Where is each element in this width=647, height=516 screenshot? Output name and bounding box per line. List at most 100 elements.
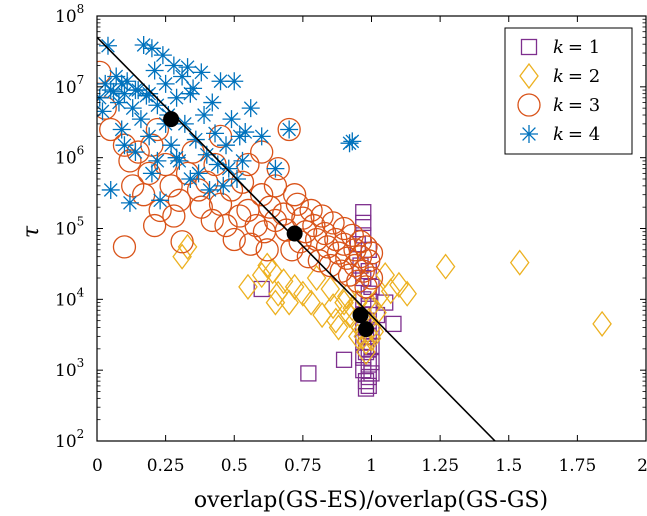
series-4-point: [112, 120, 131, 139]
y-axis-label: τ: [19, 225, 44, 238]
series-2-point: [367, 299, 387, 326]
series-2-point: [257, 252, 278, 279]
y-tick-label: 104: [55, 285, 85, 310]
series-3-point: [239, 232, 263, 256]
series-3-point: [272, 202, 296, 226]
legend: k = 1 k = 2 k = 3 k = 4: [504, 27, 633, 155]
series-3-point: [145, 117, 170, 142]
y-tick-label: 103: [55, 356, 84, 381]
series-4-point: [131, 110, 150, 129]
series-2-point: [172, 243, 192, 270]
series-4-point: [164, 56, 183, 75]
series-4-point: [208, 155, 227, 174]
series-3-point: [244, 213, 268, 238]
series-4-point: [140, 84, 159, 103]
series-4-point: [142, 39, 161, 58]
series-4-point: [126, 81, 145, 100]
series-2-point: [509, 249, 530, 276]
series-4-point: [225, 72, 244, 91]
series-4-point: [140, 127, 159, 146]
series-4-point: [219, 159, 238, 178]
series-4-point: [162, 136, 181, 155]
series-4-point: [148, 151, 167, 170]
series-4-point: [236, 123, 255, 142]
series-4-point: [148, 96, 167, 115]
series-2-point: [592, 310, 612, 337]
series-4-point: [118, 72, 137, 91]
highlight-point: [163, 111, 180, 128]
series-2-point: [397, 280, 417, 307]
series-2-point: [301, 289, 321, 316]
series-3-point: [318, 253, 342, 278]
series-4-point: [222, 110, 241, 129]
series-2-point: [323, 293, 343, 320]
legend-label: k = 4: [553, 124, 600, 145]
series-4-point: [156, 74, 175, 93]
series-4-point: [195, 106, 214, 125]
series-2-point: [389, 271, 409, 298]
highlight-point: [286, 225, 303, 242]
series-4-point: [252, 127, 271, 146]
x-axis-label: overlap(GS-ES)/overlap(GS-GS): [194, 488, 548, 513]
series-1-point: [385, 315, 402, 333]
series-4-point: [266, 159, 285, 178]
series-3-point: [236, 152, 260, 177]
series-3-point: [162, 204, 186, 228]
series-4-point: [98, 36, 117, 55]
legend-label: k = 2: [553, 66, 600, 87]
series-4-point: [181, 84, 200, 103]
series-1-point: [360, 377, 377, 395]
series-4-point: [153, 46, 172, 65]
series-4-point: [123, 99, 142, 118]
series-2-point: [284, 273, 305, 300]
highlight-point: [352, 307, 369, 324]
series-4-point: [167, 148, 186, 167]
legend-label: k = 3: [553, 95, 600, 116]
axes: 0 0.25 0.5 0.75 1 1.25 1.5 1.75 2 102 103 104 105 106…: [55, 2, 647, 476]
series-3-point: [222, 227, 246, 252]
series-1-point: [363, 365, 380, 382]
series-4-point: [189, 164, 208, 183]
series-4-point: [109, 93, 128, 112]
series-4-point: [142, 164, 161, 183]
series-3-point: [277, 117, 301, 142]
series-3-point: [159, 174, 183, 198]
series-3-point: [170, 230, 194, 254]
series-1-point: [355, 204, 372, 221]
series-4-point: [181, 169, 200, 188]
series-3-point: [310, 204, 334, 228]
series-2-point: [356, 339, 376, 366]
series-4-point: [97, 102, 112, 121]
y-tick-label: 107: [55, 73, 84, 98]
x-tick-label: 0: [92, 456, 103, 476]
highlight-layer: [163, 111, 375, 338]
series-4-point: [217, 136, 236, 155]
series-2-point: [435, 253, 456, 280]
series-4-point: [126, 143, 145, 162]
series-4-point: [115, 136, 134, 155]
series-4-point: [101, 180, 120, 199]
series-4-point: [107, 67, 126, 86]
series-3-point: [354, 235, 378, 259]
legend-marker-1: [520, 38, 538, 56]
series-1-point: [253, 280, 270, 298]
x-tick-label: 2: [637, 456, 647, 476]
series-3-point: [250, 183, 274, 207]
series-4-point: [134, 35, 153, 54]
series-1-point: [355, 214, 372, 232]
series-3-point: [359, 266, 384, 290]
series-4-point: [197, 145, 216, 164]
series-4-point: [178, 58, 197, 77]
series-4-point: [211, 72, 230, 91]
series-4-point: [104, 82, 123, 101]
series-2-point: [262, 258, 283, 285]
series-4-point: [101, 81, 120, 100]
series-2-point: [369, 283, 390, 310]
data-marks: [97, 35, 612, 397]
series-4-point: [203, 93, 222, 112]
series-4-point: [241, 99, 260, 118]
series-2-point: [380, 278, 401, 305]
series-2-point: [293, 280, 313, 307]
series-4-point: [233, 151, 252, 170]
series-4-point: [112, 74, 131, 93]
